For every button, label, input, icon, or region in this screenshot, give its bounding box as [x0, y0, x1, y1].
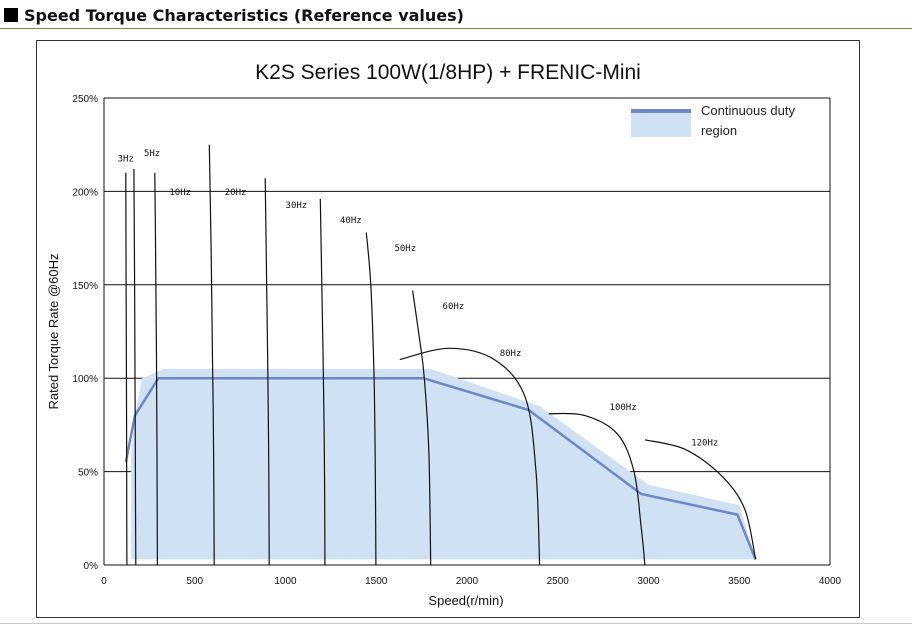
hz-label-80Hz: 80Hz [500, 349, 522, 359]
continuous-duty-line [124, 376, 757, 560]
legend-swatch-line [631, 109, 691, 113]
continuous-duty-region [124, 368, 757, 560]
x-tick-label-4000: 4000 [819, 576, 842, 587]
hz-curve-line-30Hz [264, 178, 270, 566]
x-tick-label-3500: 3500 [728, 576, 751, 587]
hz-label-50Hz: 50Hz [394, 244, 416, 254]
hz-curve-line-50Hz [365, 232, 377, 566]
hz-label-60Hz: 60Hz [443, 302, 465, 312]
chart-frame [36, 40, 860, 618]
y-tick-label-100: 100% [72, 374, 98, 385]
hz-label-3Hz: 3Hz [118, 155, 134, 165]
hz-curve-line-20Hz [208, 144, 215, 566]
y-axis-label: Rated Torque Rate @60Hz [46, 253, 61, 409]
hz-curve-120Hz: 120Hz [644, 438, 757, 560]
x-tick-label-2500: 2500 [547, 576, 570, 587]
hz-curve-80Hz: 80Hz [399, 347, 541, 566]
hz-label-20Hz: 20Hz [225, 188, 247, 198]
hz-label-120Hz: 120Hz [691, 438, 718, 448]
tick-labels: 0% 50% 100% 150% 200% 250% 0 500 1000 1500 2000 250… [72, 94, 841, 587]
hz-label-40Hz: 40Hz [340, 216, 362, 226]
hz-curve-line-5Hz [133, 168, 137, 566]
y-tick-label-150: 150% [72, 281, 98, 292]
legend-label-line2: region [701, 123, 737, 138]
section-heading: Speed Torque Characteristics (Reference … [4, 2, 464, 28]
x-tick-label-2000: 2000 [456, 576, 479, 587]
x-tick-label-1500: 1500 [365, 576, 388, 587]
continuous-duty-fill [131, 368, 756, 560]
x-axis-label: Speed(r/min) [428, 593, 503, 608]
section-heading-text: Speed Torque Characteristics (Reference … [24, 5, 464, 25]
hz-curve-line-100Hz [548, 412, 646, 566]
hz-curve-20Hz: 20Hz [208, 144, 247, 566]
legend: Continuous duty region [631, 103, 795, 138]
x-tick-label-500: 500 [186, 576, 203, 587]
hz-curve-40Hz: 40Hz [319, 198, 362, 566]
hz-curve-line-40Hz [319, 198, 326, 566]
hz-curve-line-80Hz [399, 347, 541, 566]
bottom-divider [0, 623, 912, 624]
x-tick-label-0: 0 [101, 576, 107, 587]
y-tick-label-0: 0% [84, 561, 99, 572]
hz-curve-10Hz: 10Hz [154, 172, 191, 566]
heading-divider [0, 28, 912, 29]
hz-curve-3Hz: 3Hz [118, 155, 134, 566]
hz-label-10Hz: 10Hz [169, 188, 191, 198]
legend-swatch-fill [631, 112, 691, 137]
hz-curve-5Hz: 5Hz [133, 149, 160, 566]
hz-label-100Hz: 100Hz [610, 403, 637, 413]
x-tick-label-3000: 3000 [637, 576, 660, 587]
hz-label-5Hz: 5Hz [144, 149, 160, 159]
square-bullet-icon [4, 8, 18, 22]
hz-curve-line-3Hz [125, 172, 128, 566]
hz-curve-50Hz: 50Hz [365, 232, 416, 566]
hz-curve-line-60Hz [412, 290, 432, 566]
legend-label-line1: Continuous duty [701, 103, 795, 118]
y-tick-label-200: 200% [72, 187, 98, 198]
hz-curve-100Hz: 100Hz [548, 403, 646, 566]
hz-curve-line-10Hz [154, 172, 158, 566]
y-tick-label-250: 250% [72, 94, 98, 105]
hz-curve-line-120Hz [644, 439, 757, 560]
hz-curve-30Hz: 30Hz [264, 178, 308, 566]
x-tick-label-1000: 1000 [274, 576, 297, 587]
hz-curve-60Hz: 60Hz [412, 290, 465, 566]
axes [103, 98, 831, 566]
chart-title: K2S Series 100W(1/8HP) + FRENIC-Mini [255, 61, 641, 84]
hz-label-30Hz: 30Hz [286, 201, 308, 211]
hz-curves: 3Hz 5Hz 10Hz 20Hz 30Hz 40Hz 50Hz 60Hz 80Hz 100Hz 1… [118, 144, 757, 566]
y-tick-label-50: 50% [78, 468, 98, 479]
